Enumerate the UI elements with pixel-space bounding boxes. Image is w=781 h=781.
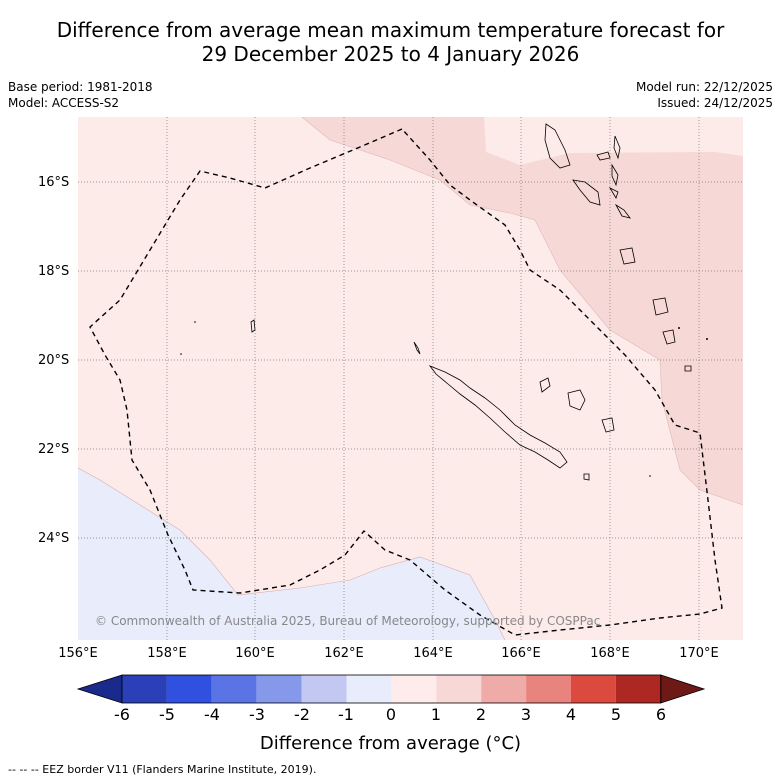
colorbar-segment: [211, 675, 257, 703]
base-info: Base period: 1981-2018 Model: ACCESS-S2: [8, 79, 153, 111]
colorbar-max-extension: [660, 674, 706, 704]
colorbar-tick: -5: [159, 705, 175, 724]
lat-label-24s: 24°S: [38, 531, 70, 546]
colorbar-tick: -4: [204, 705, 220, 724]
lat-label-22s: 22°S: [38, 442, 70, 457]
lon-label-166e: 166°E: [501, 646, 541, 661]
issued-date: Issued: 24/12/2025: [657, 96, 773, 110]
lon-label-170e: 170°E: [679, 646, 719, 661]
colorbar-tick: -1: [338, 705, 354, 724]
colorbar-segment: [256, 675, 302, 703]
title-line-2: 29 December 2025 to 4 January 2026: [201, 42, 580, 66]
islet: [706, 338, 708, 340]
lat-label-18s: 18°S: [38, 264, 70, 279]
colorbar-tick: 3: [520, 705, 532, 724]
ambrym-island: [608, 187, 619, 199]
lat-label-16s: 16°S: [38, 175, 70, 190]
colorbar-tick: 0: [385, 705, 397, 724]
colorbar-tick: -2: [294, 705, 310, 724]
run-info: Model run: 22/12/2025 Issued: 24/12/2025: [636, 79, 773, 111]
colorbar: [76, 674, 706, 704]
lon-label-162e: 162°E: [324, 646, 364, 661]
gridlines: [78, 117, 743, 640]
mare-island: [601, 417, 615, 433]
ouvea-island: [539, 377, 551, 393]
map-area: [78, 117, 743, 640]
lon-label-158e: 158°E: [147, 646, 187, 661]
colorbar-tick: 2: [475, 705, 487, 724]
colorbar-tick: 4: [565, 705, 577, 724]
tanna-island: [662, 329, 676, 345]
new-caledonia-island: [428, 365, 568, 469]
erromango-island: [652, 297, 669, 316]
maewo-island: [613, 135, 621, 160]
colorbar-tick: 6: [655, 705, 667, 724]
lon-label-168e: 168°E: [590, 646, 630, 661]
lifou-island: [567, 389, 586, 411]
colorbar-tick: -3: [249, 705, 265, 724]
colorbar-min-extension: [76, 674, 123, 704]
colorbar-segment: [166, 675, 212, 703]
aneityum-island: [684, 365, 692, 372]
lon-label-156e: 156°E: [58, 646, 98, 661]
pentecost-island: [611, 163, 619, 187]
colorbar-tick: 5: [610, 705, 622, 724]
reef-islet: [180, 353, 182, 355]
model-run: Model run: 22/12/2025: [635, 80, 773, 94]
map-title: Difference from average mean maximum tem…: [0, 18, 781, 66]
colorbar-label: Difference from average (°C): [259, 733, 522, 754]
colorbar-segment: [436, 675, 482, 703]
isle-of-pines: [583, 473, 590, 481]
model-name: Model: ACCESS-S2: [8, 96, 120, 110]
reef-islet: [194, 321, 196, 323]
colorbar-segment: [571, 675, 616, 703]
base-period: Base period: 1981-2018: [8, 80, 153, 94]
epi-island: [614, 203, 631, 219]
islet: [678, 327, 680, 329]
espiritu-santo-island: [544, 123, 571, 169]
lon-label-164e: 164°E: [413, 646, 453, 661]
colorbar-segment: [301, 675, 347, 703]
anomaly-light-blue: [78, 468, 505, 640]
efate-island: [619, 247, 636, 265]
copyright-watermark: © Commonwealth of Australia 2025, Bureau…: [95, 614, 601, 628]
eez-border: [89, 128, 723, 636]
title-line-1: Difference from average mean maximum tem…: [56, 18, 725, 42]
anomaly-medium-red: [302, 117, 743, 505]
ambae-island: [596, 151, 611, 161]
colorbar-tick: -6: [114, 705, 130, 724]
colorbar-segment: [481, 675, 527, 703]
chesterfield-islands: [250, 319, 256, 333]
colorbar-segment: [122, 675, 167, 703]
colorbar-tick: 1: [430, 705, 442, 724]
contour-line: [78, 467, 506, 640]
contour-line-2: [301, 117, 743, 506]
malakula-island: [572, 179, 601, 206]
colorbar-outline: [121, 674, 662, 704]
legend-footnote: -- -- -- EEZ border V11 (Flanders Marine…: [8, 763, 317, 776]
belep-islands: [413, 341, 421, 355]
islet: [649, 475, 651, 477]
lon-label-160e: 160°E: [235, 646, 275, 661]
colorbar-segment: [526, 675, 571, 703]
colorbar-segment: [391, 675, 437, 703]
lat-label-20s: 20°S: [38, 353, 70, 368]
colorbar-segment: [346, 675, 392, 703]
colorbar-segment: [615, 675, 661, 703]
